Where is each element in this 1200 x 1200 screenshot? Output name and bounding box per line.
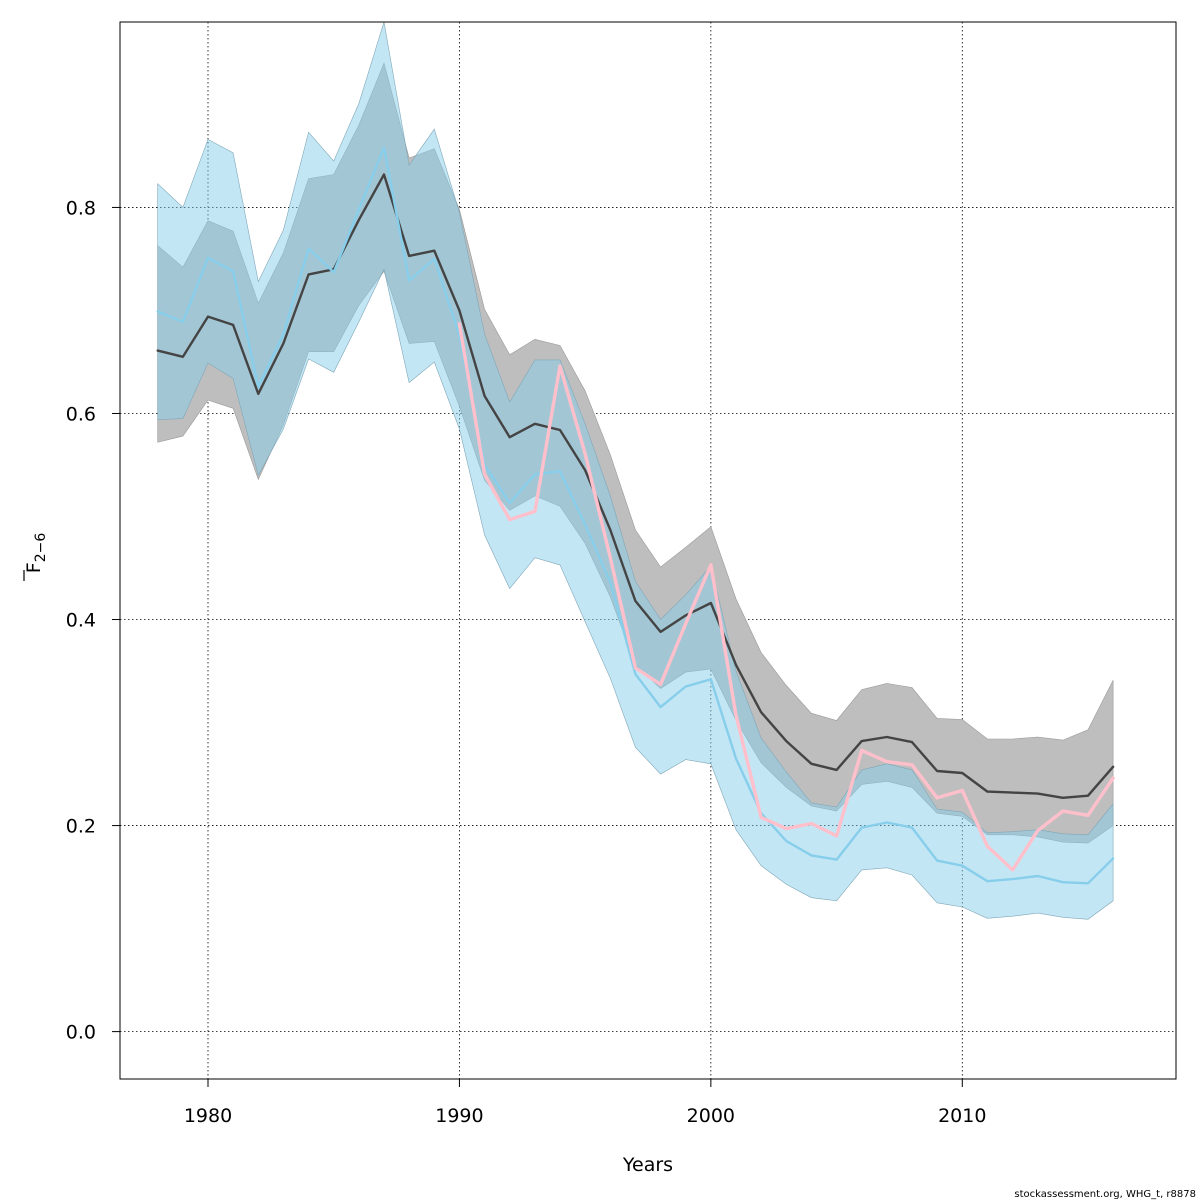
x-axis-title: Years <box>622 1154 673 1176</box>
x-tick-label: 1980 <box>184 1105 232 1127</box>
y-tick-label: 0.6 <box>66 403 96 425</box>
y-axis-title-base: F <box>23 562 45 573</box>
axis-ticks: 1980 1990 2000 2010 0.0 0.2 0.4 0.6 0.8 <box>66 197 987 1127</box>
blue-series-band <box>157 21 1114 920</box>
plot-frame <box>119 21 1177 1080</box>
confidence-bands <box>157 21 1114 920</box>
pink-series-line <box>457 322 1115 872</box>
series-lines <box>156 146 1115 885</box>
y-tick-label: 0.4 <box>66 610 96 632</box>
y-axis-title: F2−6 <box>23 533 49 581</box>
x-tick-label: 2010 <box>938 1105 986 1127</box>
y-tick-label: 0.8 <box>66 197 96 219</box>
x-tick-label: 1990 <box>435 1105 483 1127</box>
y-axis-title-subscript: 2−6 <box>33 533 49 563</box>
footer-note: stockassessment.org, WHG_t, r8878 <box>1014 1189 1196 1200</box>
x-tick-label: 2000 <box>687 1105 735 1127</box>
black-series-line <box>156 173 1115 799</box>
blue-series-line <box>156 146 1115 885</box>
y-tick-label: 0.2 <box>66 816 96 838</box>
svg-text:F2−6: F2−6 <box>23 533 49 574</box>
grid <box>120 22 1176 1079</box>
y-tick-label: 0.0 <box>66 1022 96 1044</box>
